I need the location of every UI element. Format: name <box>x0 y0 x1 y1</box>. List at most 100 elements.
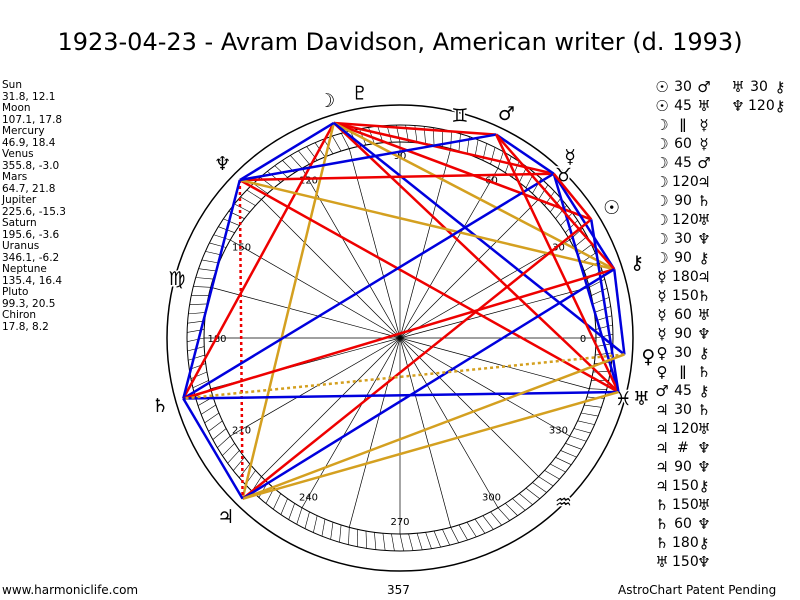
aspect-planet-2: ♆ <box>697 324 711 343</box>
band-outer-circle <box>186 124 614 552</box>
band-hatch <box>188 312 206 315</box>
band-hatch <box>296 507 303 525</box>
aspect-planet-1: ♄ <box>655 495 669 514</box>
band-hatch <box>227 450 240 464</box>
band-hatch <box>339 524 342 543</box>
band-hatch <box>198 268 216 272</box>
aspect-planet-2: ♅ <box>697 495 711 514</box>
degree-label: 0 <box>580 334 586 345</box>
aspect-angle: 30 <box>674 344 692 361</box>
aspect-planet-1: ☽ <box>655 153 669 172</box>
spoke-line <box>399 337 499 508</box>
planet-name-chiron: Chiron <box>2 309 37 321</box>
aspect-planet-1: ☽ <box>655 115 669 134</box>
aspect-row: ♂ 45 ⚷ <box>652 381 714 400</box>
band-hatch <box>332 135 342 152</box>
chart-title: 1923-04-23 - Avram Davidson, American wr… <box>57 28 743 56</box>
band-hatch <box>490 511 502 526</box>
spoke-line <box>301 168 401 339</box>
aspect-planet-1: ♅ <box>655 552 669 571</box>
zodiac-sign-icon: ♒ <box>555 491 572 513</box>
planet-name-venus: Venus <box>2 148 34 160</box>
aspect-angle: 150 <box>672 287 699 304</box>
planet-position-jupiter: 225.6, -15.3 <box>2 205 66 218</box>
aspect-planet-2: ♄ <box>697 400 711 419</box>
band-hatch <box>458 524 468 541</box>
band-hatch <box>188 354 205 361</box>
aspect-planet-1: ♆ <box>731 96 745 115</box>
aspect-line <box>241 122 336 500</box>
spoke-line <box>261 337 401 477</box>
aspect-angle: 30 <box>750 78 768 95</box>
aspect-row: ♀ ǁ ♄ <box>652 362 714 381</box>
planet-name-uranus: Uranus <box>2 240 40 252</box>
band-hatch <box>200 404 216 415</box>
aspect-planet-2: ⚷ <box>774 96 786 115</box>
aspect-row: ♆ 120 ⚷ <box>728 96 790 115</box>
band-hatch <box>222 443 235 456</box>
band-hatch <box>193 286 211 288</box>
band-hatch <box>595 352 613 356</box>
aspect-angle: 60 <box>674 306 692 323</box>
aspect-planet-1: ☽ <box>655 172 669 191</box>
degree-label: 210 <box>232 426 251 437</box>
aspect-angle: 45 <box>674 154 692 171</box>
aspect-planet-1: ☽ <box>655 248 669 267</box>
band-hatch <box>217 435 231 448</box>
band-hatch <box>304 511 310 529</box>
aspect-line <box>182 397 244 500</box>
spoke-line <box>399 168 499 339</box>
band-hatch <box>589 388 607 390</box>
aspect-planet-1: ♂ <box>655 381 669 400</box>
outer-circle <box>166 104 634 572</box>
band-hatch <box>348 527 350 545</box>
aspect-line <box>333 121 555 175</box>
band-hatch <box>374 532 377 550</box>
aspect-line <box>495 133 555 175</box>
aspect-line <box>612 269 626 355</box>
spoke-line <box>348 337 401 528</box>
planet-saturn-icon: ♄ <box>152 395 169 417</box>
aspect-line <box>239 172 554 182</box>
aspect-planet-1: ♀ <box>656 343 668 362</box>
aspect-planet-2: ♄ <box>697 191 711 210</box>
aspect-planet-1: ♀ <box>656 362 668 381</box>
band-hatch <box>321 519 326 537</box>
aspect-angle: 90 <box>674 458 692 475</box>
aspect-line <box>333 121 592 221</box>
aspect-angle: 30 <box>674 401 692 418</box>
band-hatch <box>505 503 518 516</box>
band-hatch <box>497 507 510 521</box>
aspect-row: ☿ 60 ♅ <box>652 305 714 324</box>
aspect-planet-1: ☉ <box>655 96 669 115</box>
aspect-planet-2: ♆ <box>697 438 711 457</box>
band-hatch <box>560 450 577 458</box>
aspect-planet-1: ♃ <box>655 419 669 438</box>
aspect-planet-2: ☿ <box>699 115 709 134</box>
footer-website[interactable]: www.harmoniclife.com <box>2 583 139 597</box>
aspect-planet-2: ⚷ <box>698 343 710 362</box>
planet-position-list: Sun 31.8, 12.1 Moon 107.1, 17.8 Mercury 46.9,… <box>2 79 66 333</box>
aspect-planet-1: ♃ <box>655 457 669 476</box>
band-hatch <box>565 220 578 233</box>
aspect-planet-2: ♃ <box>697 267 711 286</box>
spoke-line <box>399 337 590 390</box>
band-hatch <box>474 518 486 534</box>
aspect-angle: 90 <box>674 325 692 342</box>
aspect-line <box>182 179 242 399</box>
aspect-line <box>241 268 615 500</box>
band-hatch <box>458 133 461 152</box>
aspect-row: ☿ 150 ♄ <box>652 286 714 305</box>
band-hatch <box>189 303 207 305</box>
band-hatch <box>555 457 572 465</box>
aspect-angle: 30 <box>674 78 692 95</box>
band-hatch <box>544 470 560 480</box>
band-hatch <box>577 420 595 425</box>
aspect-planet-2: ♆ <box>697 457 711 476</box>
aspect-line <box>239 178 620 394</box>
band-hatch <box>386 125 392 143</box>
aspect-angle: ǁ <box>679 116 687 133</box>
footer-number: 357 <box>387 583 410 597</box>
aspect-planet-2: ⚷ <box>698 248 710 267</box>
band-hatch <box>565 443 582 450</box>
